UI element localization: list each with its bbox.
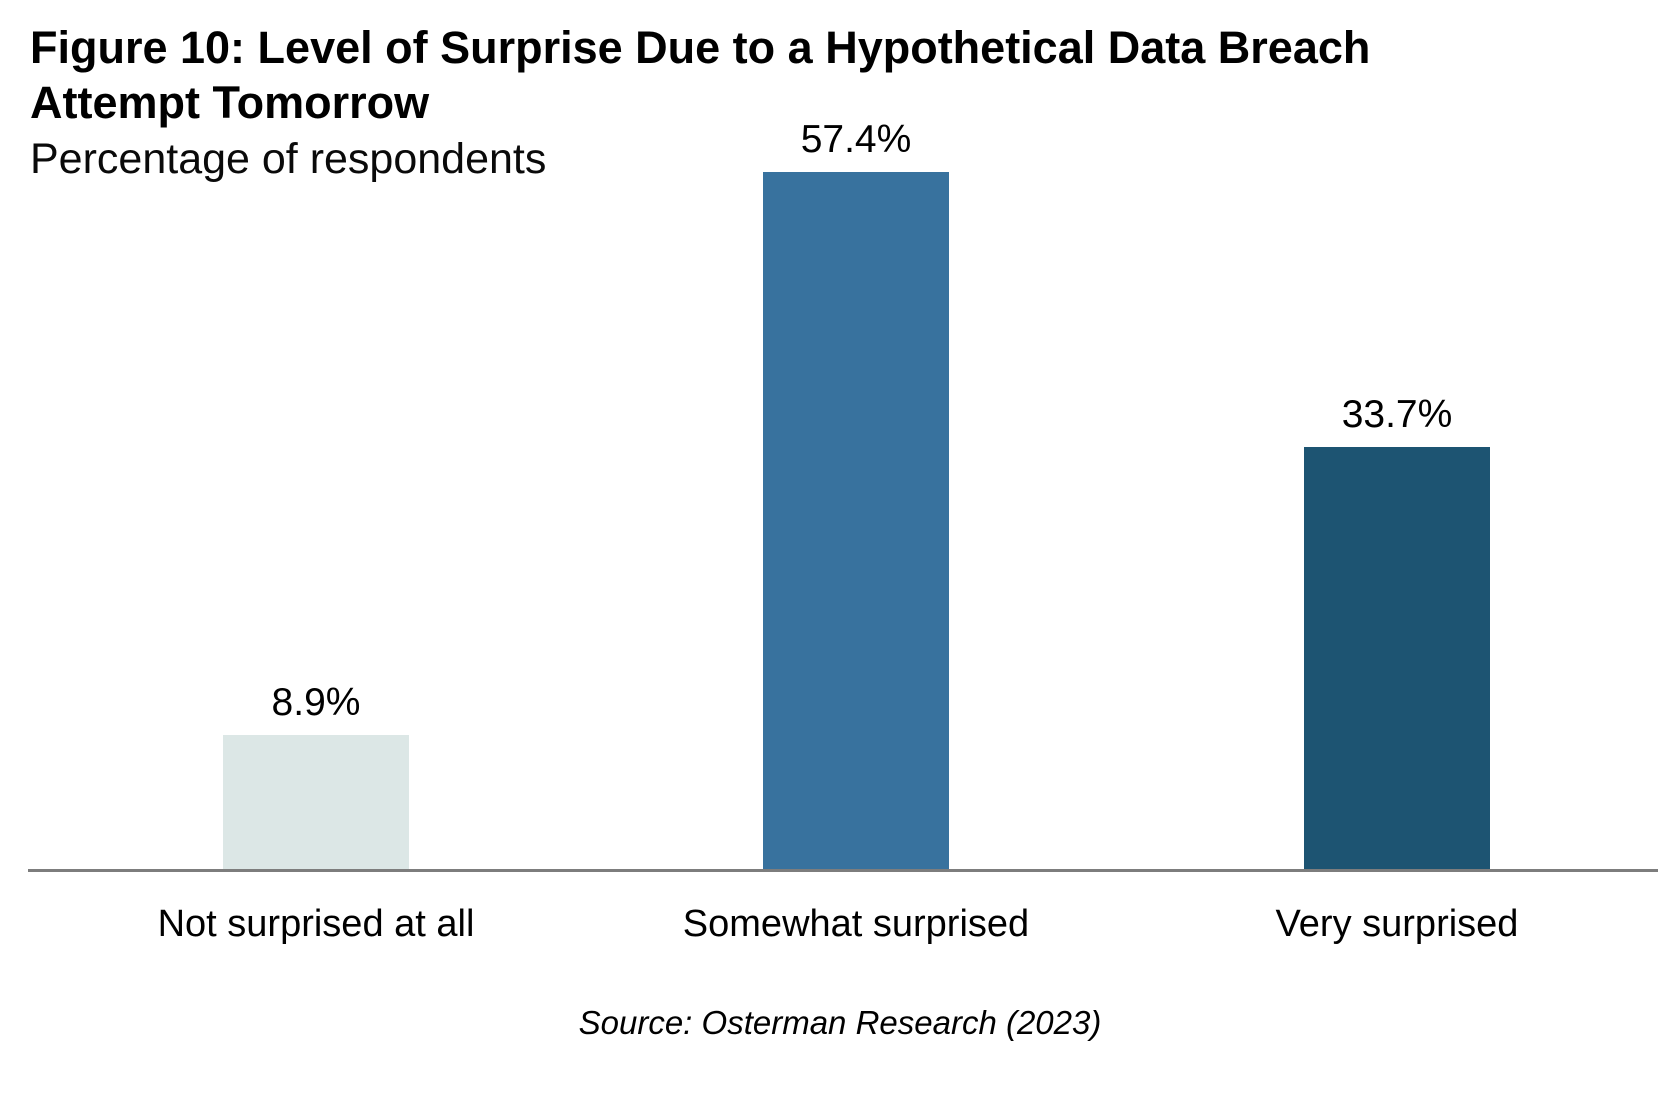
bar-category-label: Somewhat surprised [682,903,1030,945]
figure-title: Figure 10: Level of Surprise Due to a Hy… [30,22,1371,128]
bar-value-label: 57.4% [800,118,912,161]
plot-area: 8.9% Not surprised at all 57.4% Somewhat su… [28,118,1658,945]
bar [1304,447,1490,871]
x-axis-line [28,869,1658,872]
bar-value-label: 33.7% [1341,393,1453,436]
figure-subtitle: Percentage of respondents [30,135,547,183]
source-note: Source: Osterman Research (2023) [578,1004,1102,1041]
bar-value-label: 8.9% [271,681,361,724]
bar [223,735,409,871]
bar-category-label: Not surprised at all [157,903,475,945]
bar-category-label: Very surprised [1275,903,1519,945]
bar [763,172,949,871]
